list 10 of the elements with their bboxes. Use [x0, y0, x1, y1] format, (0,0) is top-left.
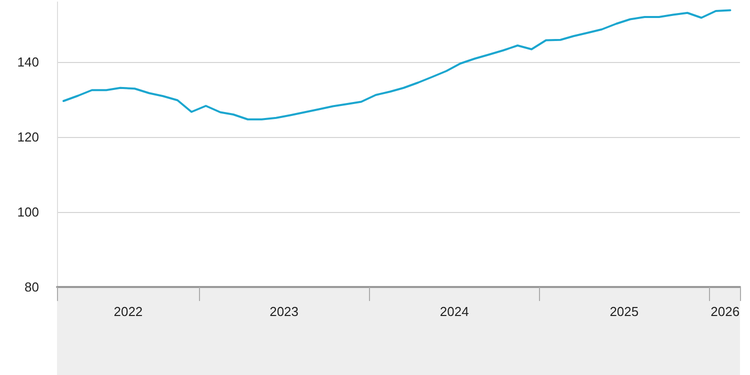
y-tick-label: 140 [17, 54, 39, 70]
y-tick-label: 120 [17, 130, 39, 144]
line-series [62, 9, 732, 120]
x-tick-label: 2025 [610, 304, 639, 319]
x-tick-label: 2023 [270, 304, 299, 319]
x-tick-label: 2024 [440, 304, 469, 319]
x-tick-label: 2022 [114, 304, 143, 319]
y-tick-label: 80 [24, 280, 39, 294]
y-tick-label: 100 [17, 204, 39, 220]
x-tick-label: 2026 [710, 304, 740, 319]
